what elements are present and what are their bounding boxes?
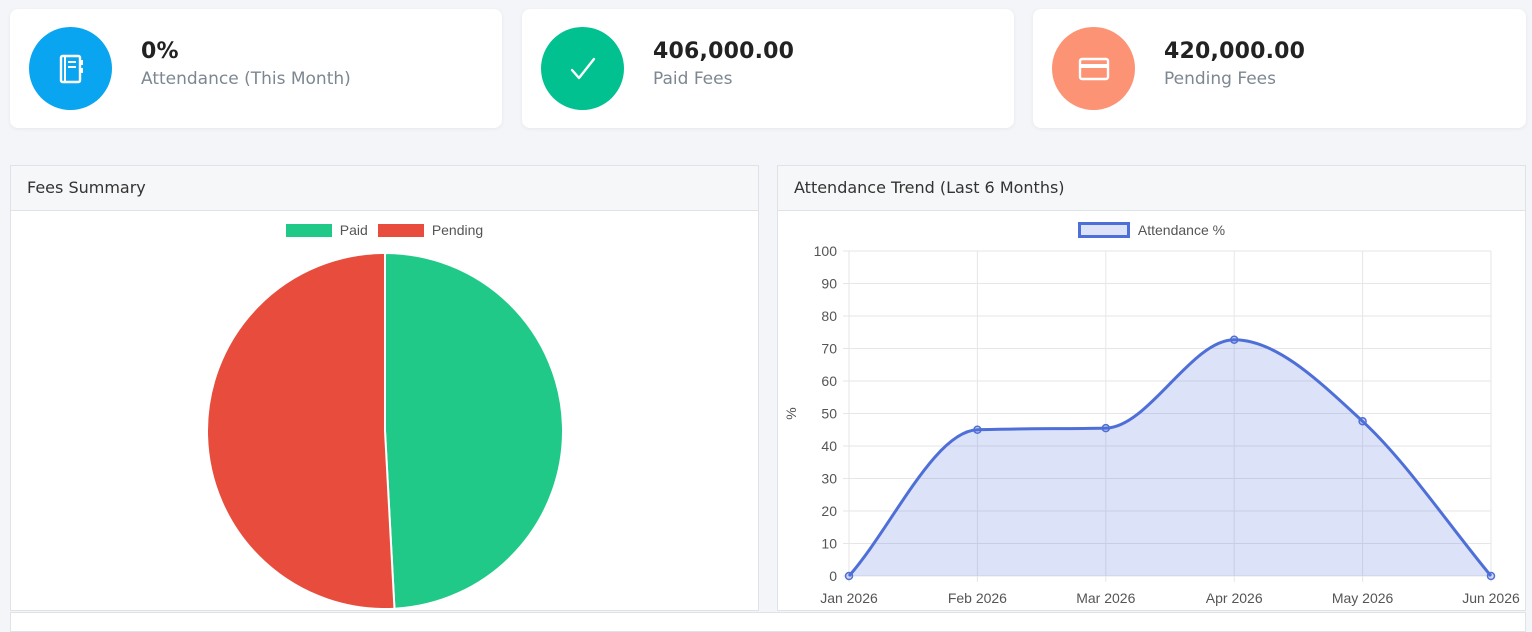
fees-summary-title: Fees Summary (11, 166, 758, 211)
legend-label: Paid (339, 222, 368, 238)
data-point-0[interactable] (844, 571, 854, 581)
y-tick-label: 30 (821, 471, 837, 487)
attendance-line-chart: 0 10 20 30 40 50 60 70 80 90 100 Jan 2026 Feb 2026 Ma… (783, 243, 1520, 606)
y-tick-label: 50 (821, 406, 837, 422)
x-tick-label: Jan 2026 (820, 590, 878, 606)
x-tick-label: Apr 2026 (1206, 590, 1263, 606)
legend-label: Attendance % (1137, 222, 1226, 238)
attendance-area-fill (849, 339, 1491, 576)
y-axis-label: % (783, 407, 799, 419)
data-point-2[interactable] (1101, 423, 1111, 433)
legend-swatch (1077, 222, 1130, 238)
y-tick-label: 90 (821, 276, 837, 292)
legend-label: Pending (431, 222, 484, 238)
stat-card-attendance: 0% Attendance (This Month) (10, 9, 502, 128)
data-point-1[interactable] (973, 425, 982, 434)
paid-fees-value: 406,000.00 (653, 39, 795, 64)
x-tick-label: Jun 2026 (1462, 590, 1520, 606)
pending-icon-circle (1052, 27, 1135, 110)
legend-item-paid[interactable]: Paid (285, 222, 368, 238)
legend-swatch (377, 223, 424, 237)
pending-fees-value: 420,000.00 (1164, 39, 1306, 64)
x-tick-label: Feb 2026 (948, 590, 1007, 606)
stat-card-paid-fees: 406,000.00 Paid Fees (522, 9, 1014, 128)
next-panel-edge (10, 612, 1526, 632)
pending-fees-label: Pending Fees (1164, 69, 1276, 89)
fees-summary-panel: Fees Summary Paid Pending (10, 165, 759, 611)
attendance-label: Attendance (This Month) (141, 69, 351, 89)
y-tick-label: 20 (821, 503, 837, 519)
y-tick-label: 70 (821, 341, 837, 357)
legend-item-pending[interactable]: Pending (377, 222, 484, 238)
notebook-icon (59, 54, 83, 83)
stat-card-pending-fees: 420,000.00 Pending Fees (1033, 9, 1526, 128)
y-tick-label: 40 (821, 438, 837, 454)
attendance-series-line (847, 338, 1493, 577)
fees-legend: Paid Pending (11, 222, 758, 238)
legend-swatch (285, 223, 332, 237)
data-point-5[interactable] (1486, 571, 1496, 581)
pie-slice-paid[interactable] (384, 251, 564, 610)
y-tick-label: 0 (829, 568, 837, 584)
attendance-icon-circle (29, 27, 112, 110)
x-tick-label: Mar 2026 (1076, 590, 1135, 606)
y-tick-label: 10 (821, 536, 837, 552)
paid-fees-label: Paid Fees (653, 69, 733, 89)
fees-pie-chart (206, 251, 564, 610)
y-tick-label: 60 (821, 373, 837, 389)
legend-item-attendance[interactable]: Attendance % (1077, 222, 1226, 238)
x-tick-label: May 2026 (1332, 590, 1394, 606)
attendance-value: 0% (141, 39, 179, 64)
attendance-trend-panel: Attendance Trend (Last 6 Months) Attenda… (777, 165, 1526, 611)
pie-slice-pending[interactable] (206, 251, 396, 610)
attendance-trend-title: Attendance Trend (Last 6 Months) (778, 166, 1525, 211)
attendance-legend: Attendance % (778, 222, 1525, 238)
y-tick-label: 80 (821, 308, 837, 324)
data-point-4[interactable] (1358, 417, 1367, 426)
paid-icon-circle (541, 27, 624, 110)
check-icon (570, 57, 595, 79)
y-tick-label: 100 (814, 243, 838, 259)
credit-card-icon (1078, 57, 1109, 80)
data-point-3[interactable] (1229, 335, 1239, 344)
